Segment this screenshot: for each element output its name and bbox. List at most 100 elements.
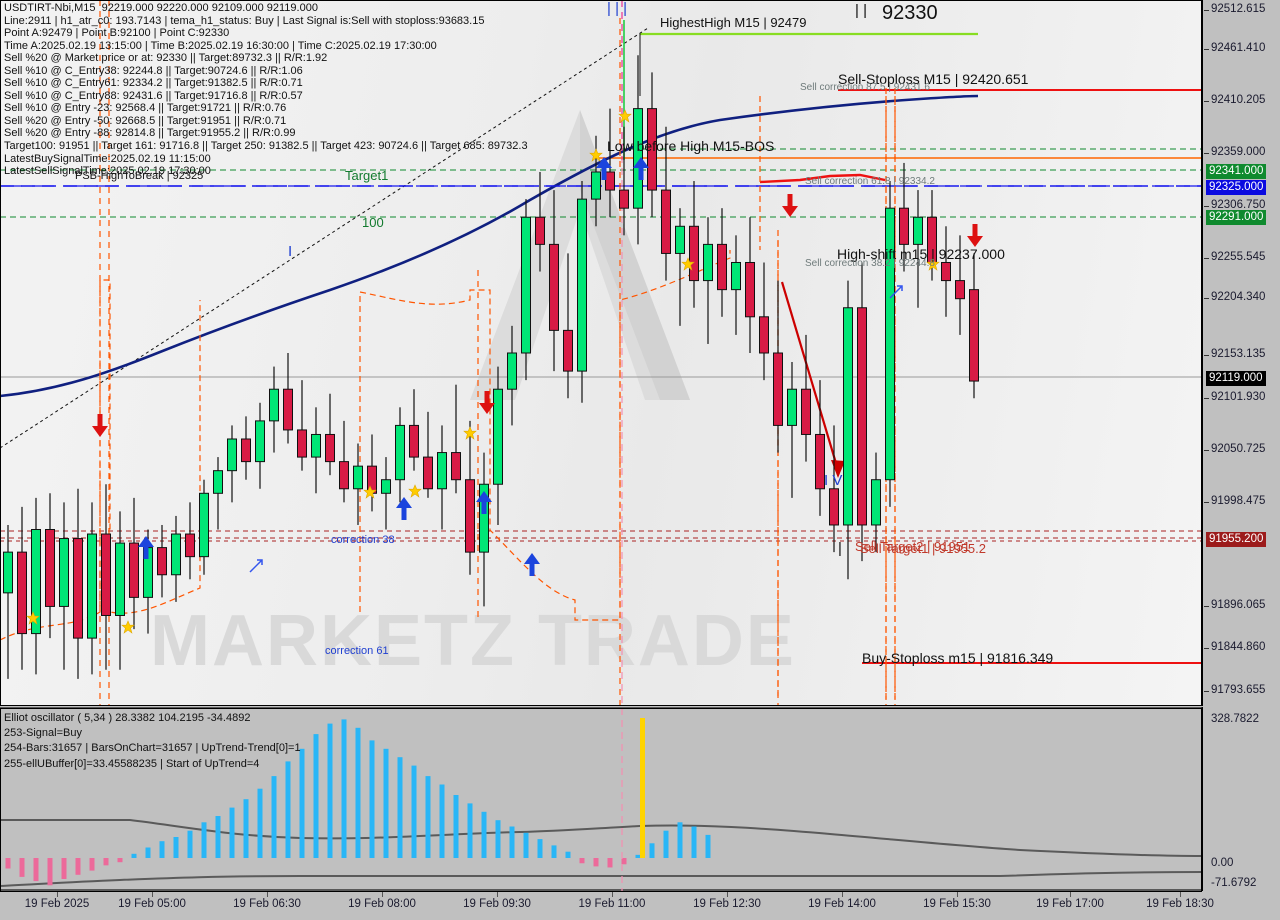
last-price-label: 92330 bbox=[882, 2, 938, 24]
candle bbox=[731, 235, 741, 335]
signal-markers-layer bbox=[26, 109, 983, 634]
time-tick: 19 Feb 14:00 bbox=[808, 898, 876, 910]
sell-correction-marker bbox=[759, 173, 886, 184]
candle bbox=[493, 366, 503, 525]
candle bbox=[17, 506, 27, 670]
candle bbox=[969, 253, 979, 399]
price-tick-92101.930: 92101.930 bbox=[1203, 391, 1266, 403]
sell-arrow-icons bbox=[92, 194, 983, 437]
time-tick-mark bbox=[267, 892, 268, 897]
time-tick: 19 Feb 15:30 bbox=[923, 898, 991, 910]
candle bbox=[297, 380, 307, 471]
candle bbox=[283, 353, 293, 444]
candle bbox=[717, 208, 727, 317]
header-line-8: Sell %10 @ Entry -23: 92568.4 || Target:… bbox=[4, 102, 287, 115]
candle bbox=[787, 362, 797, 498]
elliot-oscillator-pane[interactable]: Elliot oscillator ( 5,34 ) 28.3382 104.2… bbox=[0, 707, 1203, 892]
candle bbox=[423, 411, 433, 498]
oscillator-axis[interactable]: 328.7822 0.00 -71.6792 bbox=[1202, 707, 1280, 891]
oscillator-tick-328.7822: 328.7822 bbox=[1211, 713, 1259, 725]
price-tick-92050.725: 92050.725 bbox=[1203, 443, 1266, 455]
tick-mark-target: | bbox=[838, 540, 842, 557]
candle bbox=[73, 488, 83, 679]
tick-marks-left: | | | bbox=[607, 0, 628, 17]
candle bbox=[955, 235, 965, 335]
candle bbox=[619, 126, 629, 236]
header-line-1: Line:2911 | h1_atr_c0: 193.7143 | tema_h… bbox=[4, 14, 485, 27]
candle bbox=[521, 199, 531, 381]
roman-one-left: I bbox=[288, 243, 293, 260]
header-line-11: Target100: 91951 || Target 161: 91716.8 … bbox=[4, 140, 528, 153]
oscillator-header-line-2: 254-Bars:31657 | BarsOnChart=31657 | UpT… bbox=[4, 742, 301, 755]
candle bbox=[815, 380, 825, 516]
target1-label: Target1 bbox=[345, 168, 389, 183]
candle bbox=[3, 524, 13, 679]
candle bbox=[115, 511, 125, 670]
candle bbox=[157, 524, 167, 598]
candle bbox=[801, 334, 811, 462]
oscillator-drawing-layer bbox=[0, 708, 1203, 892]
candle bbox=[913, 190, 923, 308]
trend-line-dotted bbox=[0, 27, 649, 449]
time-tick-mark bbox=[957, 892, 958, 897]
star-icons bbox=[26, 109, 940, 634]
price-axis[interactable]: 92512.615 92461.410 92410.205 92359.000 9230… bbox=[1202, 0, 1280, 706]
price-tick-92306.750: 92306.750 bbox=[1203, 199, 1266, 211]
oscillator-header-line-1: 253-Signal=Buy bbox=[4, 727, 82, 740]
header-line-9: Sell %20 @ Entry -50: 92668.5 || Target:… bbox=[4, 114, 287, 127]
candle bbox=[829, 425, 839, 553]
candle bbox=[633, 55, 643, 245]
time-tick-mark bbox=[57, 892, 58, 897]
candle bbox=[759, 262, 769, 381]
time-axis[interactable]: 19 Feb 2025 19 Feb 05:00 19 Feb 06:30 19 Fe… bbox=[0, 892, 1280, 920]
roman-four-right: I V bbox=[824, 472, 843, 489]
candle bbox=[479, 452, 489, 607]
price-chart-pane[interactable]: MARKETZ TRADE bbox=[0, 0, 1202, 706]
chart-drawing-layer bbox=[0, 0, 1202, 706]
candle bbox=[59, 502, 69, 670]
candle bbox=[409, 389, 419, 471]
time-tick: 19 Feb 05:00 bbox=[118, 898, 186, 910]
candle bbox=[605, 108, 615, 218]
candle bbox=[395, 407, 405, 503]
header-line-13: LatestSellSignalTime:2025.02.19 17:30:00 bbox=[4, 165, 211, 178]
candle bbox=[45, 493, 55, 639]
candle bbox=[381, 457, 391, 530]
low-before-high-label: Low before High M15-BOS bbox=[607, 138, 775, 154]
correction-38-label: correction 38 bbox=[331, 534, 395, 546]
header-line-0: USDTIRT-Nbi,M15 92219.000 92220.000 9210… bbox=[4, 2, 318, 14]
candle bbox=[647, 72, 657, 218]
oscillator-signal-bar bbox=[640, 718, 645, 858]
header-line-10: Sell %20 @ Entry -88: 92814.8 || Target:… bbox=[4, 127, 296, 140]
psb-high-to-break-label: PSB-HighToBreak | 92325 bbox=[75, 170, 204, 182]
correction-61-label: correction 61 bbox=[325, 645, 389, 657]
sell-correction-618-label: Sell correction 61.8 | 92334.2 bbox=[805, 176, 935, 187]
candle bbox=[241, 416, 251, 480]
header-line-2: Point A:92479 | Point B:92100 | Point C:… bbox=[4, 27, 230, 40]
candle bbox=[325, 393, 335, 476]
price-tick-92461.410: 92461.410 bbox=[1203, 42, 1266, 54]
time-tick-mark bbox=[727, 892, 728, 897]
header-line-6: Sell %10 @ C_Entry61: 92334.2 || Target:… bbox=[4, 77, 303, 90]
time-tick-mark bbox=[382, 892, 383, 897]
price-tick-92153.135: 92153.135 bbox=[1203, 348, 1266, 360]
tick-marks-right: | | bbox=[855, 2, 867, 19]
candle bbox=[171, 515, 181, 602]
candle bbox=[843, 280, 853, 580]
candle bbox=[199, 479, 209, 575]
high-shift-label: High-shift m15 | 92237.000 bbox=[837, 246, 1005, 262]
time-tick-mark bbox=[1180, 892, 1181, 897]
candle bbox=[311, 407, 321, 494]
oscillator-info-header: Elliot oscillator ( 5,34 ) 28.3382 104.2… bbox=[4, 711, 301, 772]
sell-target1-label: Sell Target1 | 91955.2 bbox=[860, 541, 987, 556]
sell-target2-label: Sell Target2 | 91951 bbox=[855, 539, 971, 554]
time-tick: 19 Feb 06:30 bbox=[233, 898, 301, 910]
price-tick-92512.615: 92512.615 bbox=[1203, 3, 1266, 15]
header-line-3: Time A:2025.02.19 13:15:00 | Time B:2025… bbox=[4, 39, 437, 52]
sell-stoploss-label: Sell-Stoploss M15 | 92420.651 bbox=[838, 71, 1029, 87]
oscillator-lower-envelope bbox=[0, 871, 1203, 887]
price-tick-92359.000: 92359.000 bbox=[1203, 146, 1266, 158]
time-tick: 19 Feb 08:00 bbox=[348, 898, 416, 910]
buy-arrow-icons bbox=[138, 157, 649, 576]
